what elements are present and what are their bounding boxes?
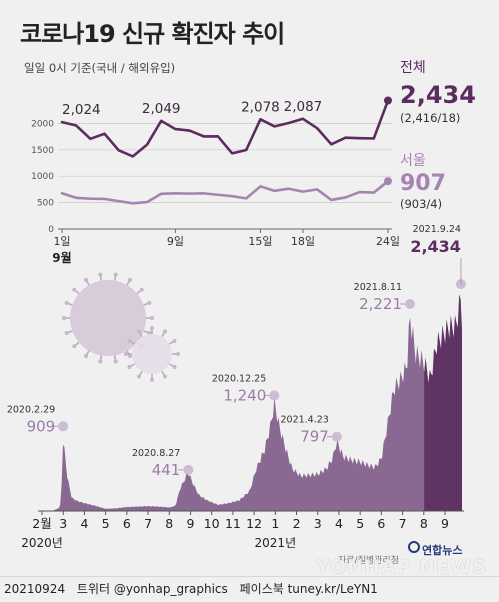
annotation-value: 797: [300, 428, 329, 446]
x-tick-label: 18일: [291, 234, 315, 248]
annotation-date: 2021.8.11: [354, 282, 402, 293]
virus-illustration: [62, 272, 180, 382]
x-tick-label: 2: [293, 516, 301, 531]
x-tick-label: 9: [441, 516, 449, 531]
annotation-value: 909: [27, 417, 56, 435]
annotation-value: 2,434: [410, 237, 461, 256]
x-tick-label: 1일: [53, 234, 70, 248]
legend-seoul-value: 907: [400, 171, 446, 196]
page-title: 코로나19 신규 확진자 추이: [20, 20, 285, 48]
end-point-total: [384, 96, 392, 105]
annotation-value: 2,221: [359, 295, 402, 313]
annotation-value: 1,240: [223, 386, 266, 404]
x-tick-label: 8: [420, 516, 428, 531]
x-tick-label: 9일: [167, 234, 184, 248]
annotation-date: 2021.4.23: [280, 415, 328, 426]
x-tick-label: 8: [165, 516, 173, 531]
x-month-label: 9월: [52, 250, 71, 265]
x-tick-label: 15일: [248, 234, 272, 248]
annotation-date: 2020.2.29: [7, 404, 55, 415]
credit-twitter: 트위터 @yonhap_graphics: [76, 582, 228, 596]
legend-total-detail: (2,416/18): [400, 111, 460, 125]
annotation-date: 2021.9.24: [413, 224, 461, 235]
page-subtitle: 일일 0시 기준(국내 / 해외유입): [24, 61, 176, 75]
data-label: 2,049: [142, 101, 181, 117]
x-tick-label: 3: [314, 516, 322, 531]
x-tick-label: 24일: [376, 234, 400, 248]
x-tick-label: 5: [356, 516, 364, 531]
credit-bar: 20210924 트위터 @yonhap_graphics 페이스북 tuney…: [0, 576, 499, 601]
x-tick-label: 7: [399, 516, 407, 531]
annotation-dot: [331, 431, 342, 442]
x-tick-label: 2월: [32, 516, 51, 531]
data-label: 2,024: [62, 102, 101, 118]
credit-facebook: 페이스북 tuney.kr/LeYN1: [239, 582, 378, 596]
y-tick-label: 1000: [31, 172, 54, 182]
annotation-dot: [405, 299, 416, 310]
x-tick-label: 9: [187, 516, 195, 531]
legend-total-name: 전체: [400, 60, 426, 76]
legend-total-value: 2,434: [400, 81, 476, 109]
credit-date: 20210924: [4, 582, 66, 596]
watermark: YONHAP NEWS: [316, 556, 487, 578]
y-tick-label: 2000: [31, 119, 54, 129]
x-tick-label: 5: [102, 516, 110, 531]
series-line-seoul: [60, 179, 390, 205]
annotation-date: 2020.8.27: [132, 448, 180, 459]
year-label: 2020년: [21, 536, 63, 550]
y-tick-label: 0: [48, 225, 54, 235]
end-point-seoul: [384, 177, 392, 186]
annotation-value: 441: [152, 461, 181, 479]
y-tick-label: 1500: [31, 146, 54, 156]
data-label: 2,087: [284, 99, 323, 115]
data-label: 2,078: [241, 99, 280, 115]
area-fill: [42, 294, 462, 511]
x-tick-label: 1: [271, 516, 279, 531]
annotation-dot: [58, 421, 69, 432]
legend-seoul-name: 서울: [400, 153, 426, 169]
year-label: 2021년: [255, 536, 297, 550]
y-tick-label: 500: [37, 199, 54, 209]
x-tick-label: 4: [80, 516, 88, 531]
x-tick-label: 6: [123, 516, 131, 531]
source-note: 자료/질병관리청: [338, 556, 399, 566]
yonhap-logo-icon: [408, 541, 420, 553]
daily-line-chart: 0 500 1000 1500 2000 1일 9일 15일 18일 24일 9월 2,024 2,04…: [31, 60, 476, 265]
x-tick-label: 12: [246, 516, 262, 531]
legend-seoul-detail: (903/4): [400, 197, 442, 211]
x-tick-label: 3: [59, 516, 67, 531]
annotation-date: 2020.12.25: [212, 373, 266, 384]
x-tick-label: 11: [225, 516, 241, 531]
x-tick-label: 7: [144, 516, 152, 531]
annotation-dot: [269, 390, 280, 401]
x-tick-label: 10: [204, 516, 220, 531]
area-highlight: [424, 294, 462, 511]
yonhap-logo: 연합뉴스: [422, 544, 463, 557]
annotation-dot: [183, 464, 194, 475]
series-line-total: [60, 99, 390, 158]
x-tick-label: 4: [335, 516, 343, 531]
x-tick-label: 6: [377, 516, 385, 531]
